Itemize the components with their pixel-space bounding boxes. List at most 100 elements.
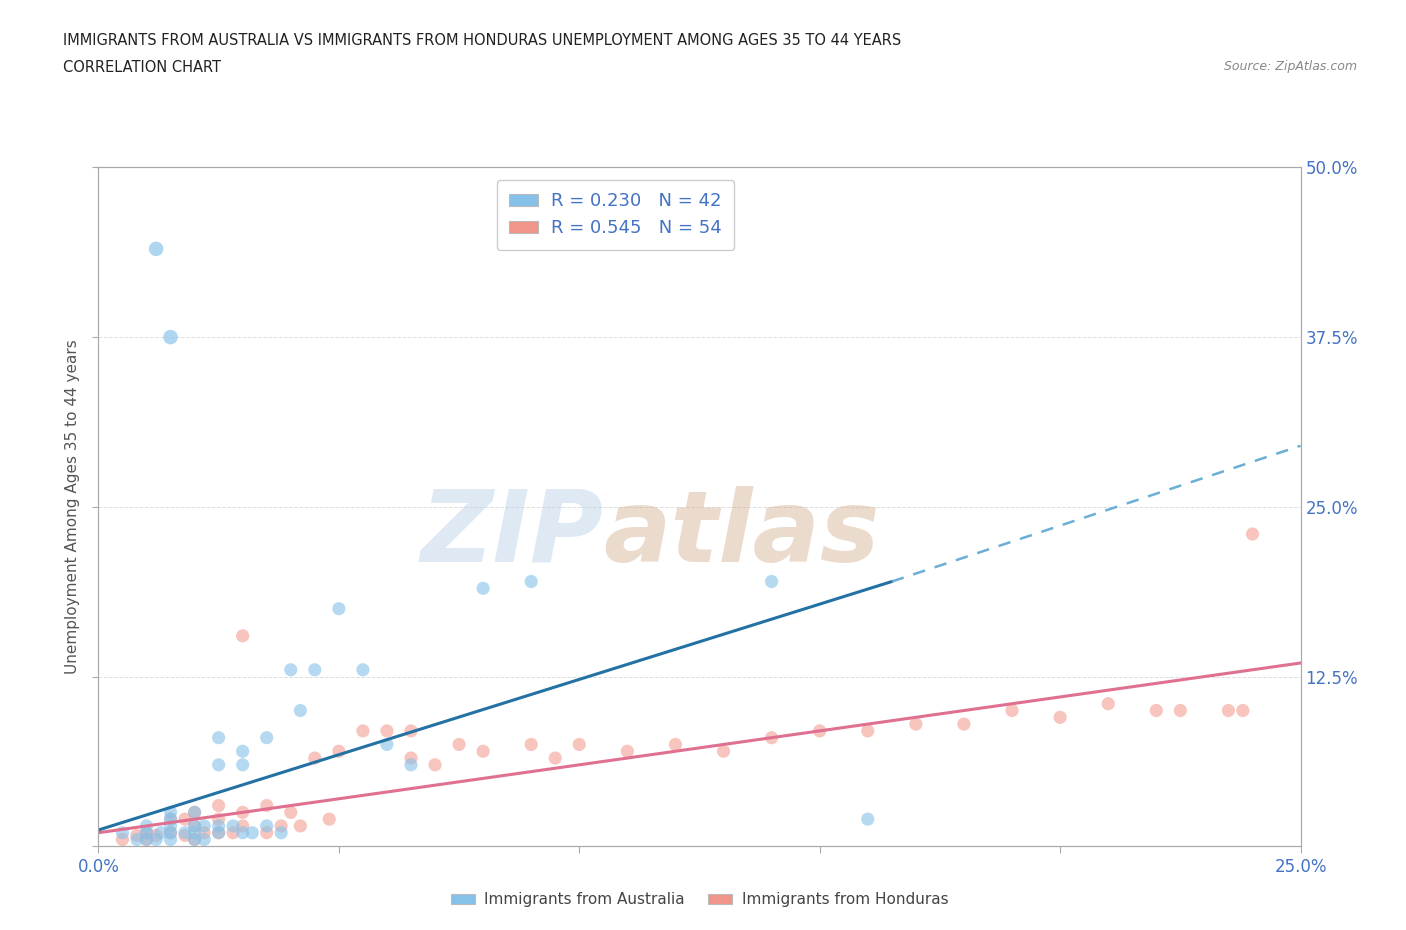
Point [193, 825, 215, 840]
Point [159, 818, 181, 833]
Point [125, 828, 148, 843]
Point [135, 832, 157, 847]
Point [568, 737, 591, 752]
Text: Source: ZipAtlas.com: Source: ZipAtlas.com [1223, 60, 1357, 73]
Point [270, 818, 292, 833]
Point [520, 574, 543, 589]
Point [352, 724, 374, 738]
Point [352, 662, 374, 677]
Text: IMMIGRANTS FROM AUSTRALIA VS IMMIGRANTS FROM HONDURAS UNEMPLOYMENT AMONG AGES 35: IMMIGRANTS FROM AUSTRALIA VS IMMIGRANTS … [63, 33, 901, 47]
Point [193, 818, 215, 833]
Point [232, 805, 254, 820]
Point [1097, 697, 1119, 711]
Point [208, 825, 231, 840]
Point [1232, 703, 1254, 718]
Point [270, 825, 292, 840]
Point [222, 825, 245, 840]
Point [232, 629, 254, 644]
Point [1170, 703, 1192, 718]
Point [232, 818, 254, 833]
Point [290, 703, 312, 718]
Point [544, 751, 567, 765]
Point [222, 818, 245, 833]
Point [447, 737, 470, 752]
Point [240, 825, 263, 840]
Point [399, 751, 422, 765]
Point [174, 812, 197, 827]
Point [328, 744, 350, 759]
Point [183, 805, 205, 820]
Point [304, 751, 326, 765]
Point [1241, 526, 1264, 541]
Point [232, 744, 254, 759]
Point [135, 825, 157, 840]
Point [159, 812, 181, 827]
Point [1144, 703, 1167, 718]
Point [135, 818, 157, 833]
Point [375, 724, 398, 738]
Point [1049, 710, 1071, 724]
Text: ZIP: ZIP [420, 485, 603, 582]
Point [761, 574, 783, 589]
Point [280, 662, 302, 677]
Point [183, 832, 205, 847]
Text: atlas: atlas [603, 485, 880, 582]
Point [290, 818, 312, 833]
Point [375, 737, 398, 752]
Point [761, 730, 783, 745]
Point [713, 744, 735, 759]
Point [232, 757, 254, 772]
Point [135, 832, 157, 847]
Point [304, 662, 326, 677]
Point [472, 581, 495, 596]
Point [208, 825, 231, 840]
Point [232, 825, 254, 840]
Point [318, 812, 340, 827]
Point [856, 812, 879, 827]
Point [183, 832, 205, 847]
Point [328, 602, 350, 617]
Point [159, 825, 181, 840]
Point [616, 744, 638, 759]
Point [183, 818, 205, 833]
Point [145, 832, 167, 847]
Point [904, 717, 927, 732]
Text: CORRELATION CHART: CORRELATION CHART [63, 60, 221, 75]
Point [174, 828, 197, 843]
Point [423, 757, 446, 772]
Point [472, 744, 495, 759]
Point [135, 825, 157, 840]
Point [256, 730, 278, 745]
Point [664, 737, 686, 752]
Point [953, 717, 976, 732]
Point [256, 825, 278, 840]
Point [399, 757, 422, 772]
Point [208, 798, 231, 813]
Point [399, 724, 422, 738]
Point [183, 825, 205, 840]
Point [159, 812, 181, 827]
Point [149, 825, 172, 840]
Legend: R = 0.230   N = 42, R = 0.545   N = 54: R = 0.230 N = 42, R = 0.545 N = 54 [496, 179, 734, 250]
Point [256, 818, 278, 833]
Legend: Immigrants from Australia, Immigrants from Honduras: Immigrants from Australia, Immigrants fr… [444, 886, 955, 913]
Y-axis label: Unemployment Among Ages 35 to 44 years: Unemployment Among Ages 35 to 44 years [65, 339, 80, 674]
Point [520, 737, 543, 752]
Point [1001, 703, 1024, 718]
Point [174, 825, 197, 840]
Point [856, 724, 879, 738]
Point [159, 330, 181, 345]
Point [159, 805, 181, 820]
Point [145, 242, 167, 257]
Point [183, 818, 205, 833]
Point [183, 805, 205, 820]
Point [1218, 703, 1240, 718]
Point [125, 832, 148, 847]
Point [159, 825, 181, 840]
Point [808, 724, 831, 738]
Point [256, 798, 278, 813]
Point [145, 828, 167, 843]
Point [208, 812, 231, 827]
Point [159, 832, 181, 847]
Point [111, 832, 134, 847]
